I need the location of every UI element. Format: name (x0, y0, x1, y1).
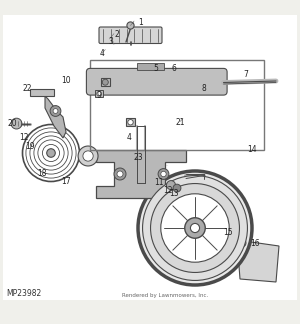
Circle shape (161, 171, 166, 177)
Circle shape (142, 176, 248, 281)
Text: 11: 11 (154, 179, 164, 188)
Text: 23: 23 (133, 153, 143, 162)
FancyBboxPatch shape (99, 27, 162, 43)
Text: 7: 7 (244, 71, 248, 79)
Text: 3: 3 (109, 38, 113, 47)
Text: 18: 18 (37, 169, 47, 179)
Text: 5: 5 (154, 64, 158, 74)
Circle shape (127, 22, 134, 29)
Text: Rendered by Lawnmowers, Inc.: Rendered by Lawnmowers, Inc. (122, 293, 208, 298)
Circle shape (117, 171, 123, 177)
Circle shape (167, 180, 176, 190)
Text: 13: 13 (169, 189, 179, 198)
Circle shape (161, 194, 229, 262)
Polygon shape (237, 240, 279, 282)
Circle shape (102, 79, 108, 85)
FancyBboxPatch shape (86, 68, 227, 95)
Text: 16: 16 (250, 239, 260, 248)
Circle shape (97, 91, 102, 96)
Text: 4: 4 (100, 50, 104, 59)
Polygon shape (45, 96, 66, 138)
Text: 10: 10 (61, 76, 71, 86)
Text: 8: 8 (202, 84, 206, 93)
Text: 1: 1 (139, 18, 143, 27)
Circle shape (128, 120, 133, 125)
Circle shape (11, 118, 22, 129)
Text: MP23982: MP23982 (6, 289, 41, 298)
Polygon shape (96, 150, 186, 198)
Bar (95, 90, 103, 98)
Text: 6: 6 (172, 64, 176, 74)
Text: 15: 15 (223, 228, 233, 237)
Text: 4: 4 (127, 133, 131, 143)
Circle shape (173, 184, 181, 192)
Text: 2: 2 (115, 30, 119, 39)
Circle shape (185, 218, 205, 238)
Text: 20: 20 (7, 119, 17, 128)
Circle shape (83, 151, 93, 161)
Text: 12: 12 (163, 186, 173, 195)
Text: 19: 19 (25, 143, 35, 152)
Circle shape (47, 149, 55, 157)
Circle shape (78, 146, 98, 166)
Text: 9: 9 (97, 91, 101, 100)
Circle shape (50, 106, 61, 116)
Bar (90, 60, 264, 150)
Polygon shape (30, 88, 54, 96)
Circle shape (238, 239, 246, 247)
Circle shape (190, 224, 200, 233)
Circle shape (151, 183, 239, 272)
Bar (101, 78, 110, 87)
Circle shape (53, 109, 58, 113)
Text: 21: 21 (175, 119, 185, 128)
Bar (126, 119, 135, 126)
Text: 22: 22 (22, 84, 32, 93)
Text: TURE: TURE (131, 155, 169, 169)
Circle shape (114, 168, 126, 180)
Text: 17: 17 (61, 177, 71, 186)
Circle shape (138, 171, 252, 285)
Circle shape (158, 168, 169, 179)
Bar (136, 63, 164, 70)
Text: 14: 14 (247, 145, 257, 155)
Text: 12: 12 (19, 133, 29, 143)
